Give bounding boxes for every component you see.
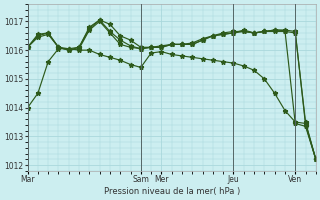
X-axis label: Pression niveau de la mer( hPa ): Pression niveau de la mer( hPa ): [104, 187, 240, 196]
